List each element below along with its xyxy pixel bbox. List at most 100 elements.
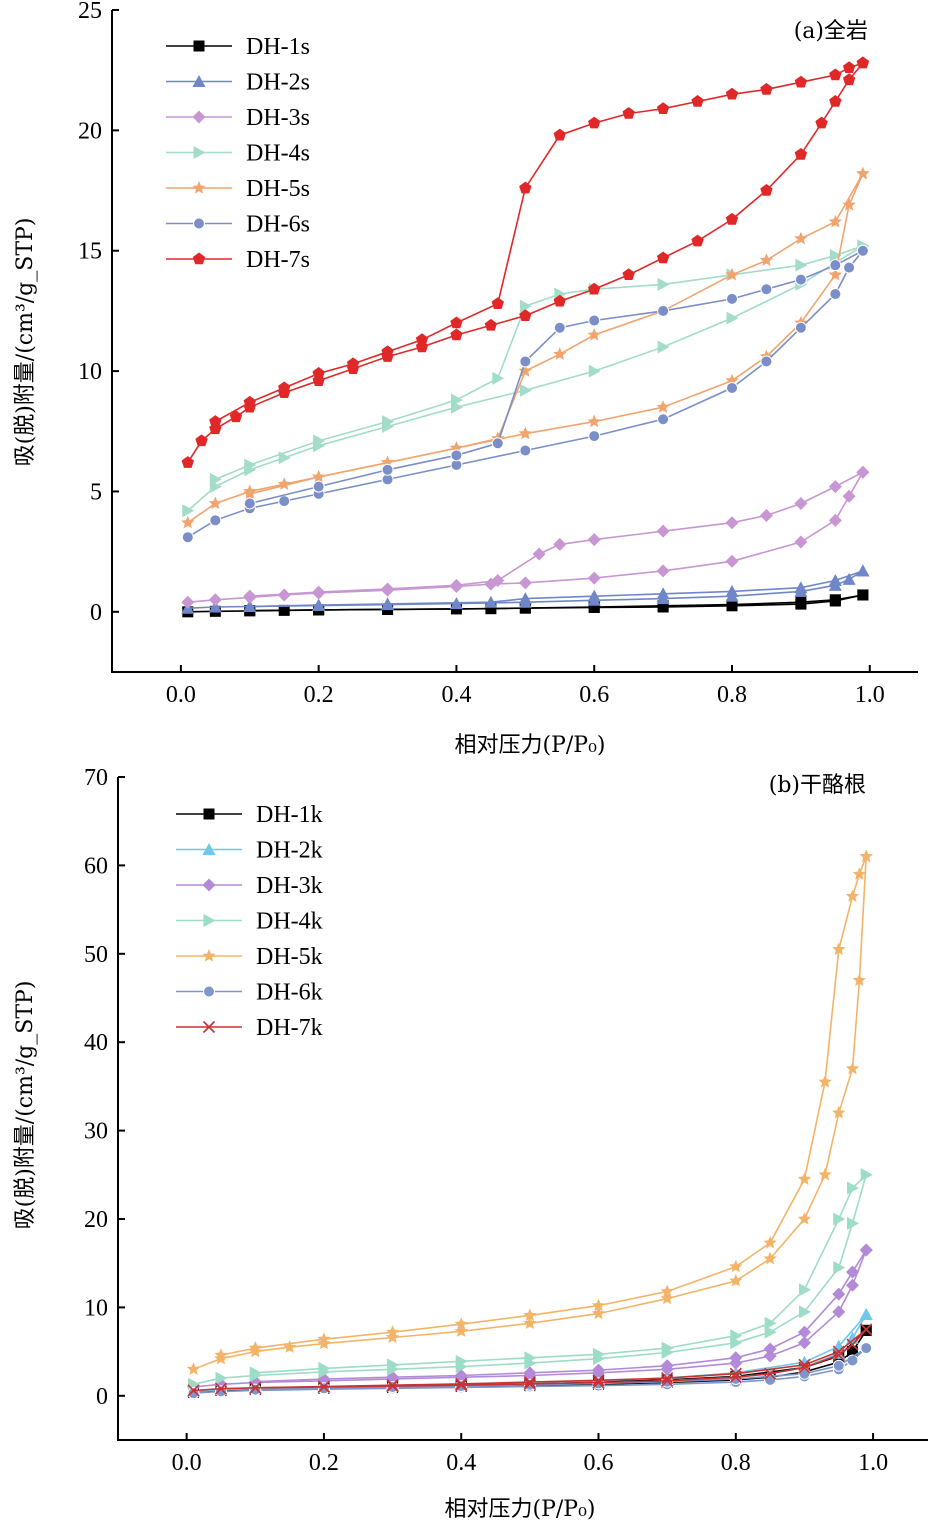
adsorption-line — [187, 245, 864, 512]
data-point — [587, 571, 601, 585]
data-point — [833, 1212, 846, 1226]
legend-label: DH-3s — [246, 105, 310, 131]
data-point — [859, 1307, 873, 1320]
data-point — [832, 1105, 846, 1119]
data-point — [381, 582, 395, 596]
data-point — [519, 299, 532, 313]
x-tick-label: 0.8 — [717, 682, 747, 708]
data-point — [591, 1306, 606, 1320]
chart-kerogen: 0.0 0.2 0.4 0.6 0.8 1.0 0 10 20 30 40 50 60 70 (b)干酪… — [13, 765, 928, 1522]
data-point — [726, 599, 738, 611]
legend-label: DH-5s — [246, 176, 310, 202]
desorption-line — [255, 1174, 867, 1374]
data-point — [282, 1340, 297, 1353]
data-point — [763, 1235, 777, 1249]
series-dh-5k — [186, 849, 873, 1375]
y-tick-label: 30 — [84, 1119, 108, 1145]
data-point — [660, 1359, 674, 1373]
data-point — [454, 1368, 468, 1382]
data-point — [312, 585, 326, 599]
data-point — [859, 849, 873, 863]
data-point — [843, 261, 856, 274]
data-point — [832, 1349, 845, 1362]
data-point — [794, 273, 807, 286]
data-point — [381, 597, 395, 610]
y-tick-label: 60 — [84, 853, 108, 879]
data-point — [846, 1338, 859, 1351]
x-tick-label: 0.6 — [584, 1450, 614, 1476]
data-point — [249, 1383, 262, 1396]
data-point — [726, 311, 739, 325]
data-point — [454, 1324, 468, 1337]
data-point — [842, 197, 856, 211]
legend-label: DH-1k — [256, 802, 323, 828]
data-point — [181, 515, 195, 529]
data-point — [856, 465, 870, 479]
data-point — [485, 603, 497, 615]
data-point — [312, 470, 326, 483]
y-tick-label: 70 — [84, 765, 108, 791]
data-point — [828, 480, 842, 494]
data-point — [725, 267, 739, 281]
data-point — [523, 1377, 536, 1390]
y-tick-label: 5 — [90, 479, 102, 505]
legend-b: DH-1k DH-2k DH-3k DH-4k DH-5k DH-6k DH-7k — [176, 802, 323, 1041]
series-dh-3k — [187, 1243, 873, 1394]
data-point — [588, 601, 600, 613]
data-point — [729, 1373, 742, 1386]
data-point — [845, 889, 860, 902]
data-point — [815, 116, 828, 129]
data-point — [215, 1371, 228, 1385]
series-dh-4k — [188, 1168, 873, 1391]
data-point — [856, 244, 869, 257]
data-point — [845, 1265, 859, 1279]
legend-label: DH-4k — [256, 909, 323, 935]
data-point — [832, 1287, 846, 1301]
data-point — [725, 554, 739, 568]
data-point — [592, 1363, 606, 1377]
data-point — [856, 564, 870, 577]
legend-marker — [193, 40, 205, 52]
data-point — [249, 1381, 262, 1394]
axes-frame — [111, 10, 918, 673]
data-point — [532, 547, 546, 561]
data-point — [656, 400, 670, 413]
data-point — [726, 292, 738, 305]
data-point — [795, 258, 808, 272]
x-tick-label: 0.4 — [441, 682, 471, 708]
data-point — [484, 318, 498, 331]
legend-label: DH-7k — [256, 1015, 323, 1041]
x-ticks-a: 0.0 0.2 0.4 0.6 0.8 1.0 — [166, 665, 885, 708]
axes-frame — [117, 777, 928, 1441]
data-point — [524, 1351, 537, 1365]
data-point — [587, 533, 601, 547]
data-point — [794, 581, 808, 594]
legend-marker — [193, 146, 206, 159]
data-point — [214, 1385, 227, 1398]
data-point — [381, 463, 394, 476]
data-point — [657, 413, 670, 426]
adsorption-line — [187, 471, 864, 603]
y-tick-label: 20 — [78, 118, 102, 144]
legend-item-dh-2k: DH-2k — [176, 838, 323, 864]
data-point — [243, 497, 256, 510]
desorption-line — [214, 62, 864, 423]
legend-a: DH-1s DH-2s DH-3s DH-4s DH-5s DH-6s DH-7s — [166, 34, 310, 273]
data-point — [312, 480, 325, 493]
data-point — [860, 1323, 873, 1336]
data-point — [553, 347, 567, 360]
data-point — [656, 524, 670, 538]
data-point — [593, 1347, 606, 1361]
legend-item-dh-3k: DH-3k — [176, 873, 323, 899]
data-point — [656, 102, 670, 114]
data-point — [491, 574, 505, 588]
series-dh-6s — [181, 244, 869, 544]
legend-label: DH-3k — [256, 873, 323, 899]
data-point — [797, 1172, 812, 1185]
data-point — [518, 426, 532, 440]
data-point — [592, 1376, 605, 1389]
data-point — [243, 589, 257, 603]
data-point — [846, 1216, 859, 1230]
legend-marker — [203, 808, 215, 820]
data-point — [832, 942, 846, 956]
